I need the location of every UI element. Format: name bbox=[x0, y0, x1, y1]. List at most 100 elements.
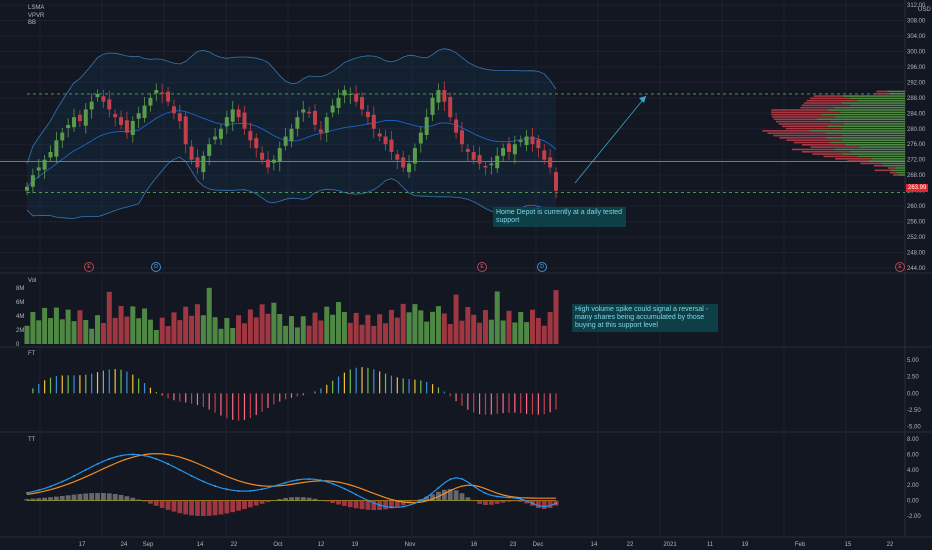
volume-bar[interactable] bbox=[312, 312, 318, 344]
tt-histogram-bar[interactable] bbox=[353, 500, 359, 509]
tt-histogram-bar[interactable] bbox=[106, 493, 112, 501]
volume-bar[interactable] bbox=[500, 320, 506, 344]
volume-bar[interactable] bbox=[277, 314, 283, 344]
candle[interactable] bbox=[395, 154, 400, 160]
candle[interactable] bbox=[518, 140, 523, 142]
tt-histogram-bar[interactable] bbox=[142, 500, 147, 502]
tt-histogram-bar[interactable] bbox=[465, 497, 471, 501]
volume-bar[interactable] bbox=[347, 322, 353, 344]
volume-bar[interactable] bbox=[424, 321, 430, 344]
volume-bar[interactable] bbox=[71, 321, 77, 344]
candle[interactable] bbox=[260, 152, 265, 160]
volume-bar[interactable] bbox=[330, 314, 336, 344]
candle[interactable] bbox=[289, 128, 294, 142]
tt-histogram-bar[interactable] bbox=[488, 500, 494, 505]
candle[interactable] bbox=[371, 114, 376, 129]
volume-bar[interactable] bbox=[147, 319, 153, 344]
candle[interactable] bbox=[301, 109, 306, 113]
volume-bar[interactable] bbox=[435, 306, 441, 344]
volume-bar[interactable] bbox=[324, 306, 330, 344]
volume-bar[interactable] bbox=[388, 309, 394, 344]
volume-bar[interactable] bbox=[512, 322, 518, 344]
tt-histogram-bar[interactable] bbox=[259, 500, 265, 504]
tt-histogram-bar[interactable] bbox=[253, 500, 259, 506]
tt-histogram-bar[interactable] bbox=[48, 497, 53, 501]
candle[interactable] bbox=[436, 90, 441, 103]
candle[interactable] bbox=[154, 90, 159, 94]
dividend-badge[interactable]: D bbox=[151, 262, 161, 272]
candle[interactable] bbox=[407, 163, 412, 173]
tt-histogram-bar[interactable] bbox=[394, 500, 400, 507]
candle[interactable] bbox=[283, 136, 288, 146]
tt-signal-line[interactable] bbox=[26, 453, 556, 504]
tt-histogram-bar[interactable] bbox=[277, 499, 283, 501]
tt-histogram-bar[interactable] bbox=[224, 500, 230, 514]
volume-bar[interactable] bbox=[430, 311, 436, 344]
tt-macd-line[interactable] bbox=[26, 453, 557, 508]
tt-histogram-bar[interactable] bbox=[330, 500, 336, 503]
candle[interactable] bbox=[324, 117, 329, 133]
tt-histogram-bar[interactable] bbox=[30, 498, 36, 501]
candle[interactable] bbox=[54, 140, 59, 157]
tt-histogram-bar[interactable] bbox=[136, 499, 142, 501]
volume-bar[interactable] bbox=[371, 325, 377, 344]
volume-bar[interactable] bbox=[59, 319, 65, 344]
volume-bar[interactable] bbox=[412, 304, 418, 344]
tt-histogram-bar[interactable] bbox=[77, 494, 83, 501]
volume-bar[interactable] bbox=[247, 309, 253, 344]
candle[interactable] bbox=[495, 155, 500, 169]
tt-histogram-bar[interactable] bbox=[441, 489, 447, 501]
volume-bar[interactable] bbox=[318, 320, 324, 344]
volume-bar[interactable] bbox=[506, 310, 512, 344]
tt-histogram-bar[interactable] bbox=[53, 496, 59, 501]
volume-bar[interactable] bbox=[341, 311, 347, 344]
volume-bar[interactable] bbox=[406, 312, 412, 344]
tt-histogram-bar[interactable] bbox=[389, 500, 394, 509]
candle[interactable] bbox=[60, 132, 65, 141]
candle[interactable] bbox=[107, 99, 112, 110]
volume-bar[interactable] bbox=[42, 307, 48, 344]
tt-histogram-bar[interactable] bbox=[459, 493, 465, 501]
tt-histogram-bar[interactable] bbox=[101, 493, 106, 501]
candle[interactable] bbox=[512, 144, 517, 155]
volume-bar[interactable] bbox=[441, 313, 447, 344]
tt-histogram-bar[interactable] bbox=[171, 500, 177, 512]
bollinger-upper-band[interactable] bbox=[26, 48, 557, 164]
candle[interactable] bbox=[36, 167, 41, 171]
tt-histogram-bar[interactable] bbox=[118, 494, 124, 501]
volume-bar[interactable] bbox=[253, 317, 259, 344]
candle[interactable] bbox=[401, 157, 406, 168]
volume-bar[interactable] bbox=[183, 306, 189, 344]
tt-histogram-bar[interactable] bbox=[289, 497, 294, 501]
tt-histogram-bar[interactable] bbox=[506, 500, 512, 502]
tt-histogram-bar[interactable] bbox=[65, 495, 71, 501]
tt-histogram-bar[interactable] bbox=[189, 500, 194, 516]
projection-arrow[interactable] bbox=[574, 95, 647, 184]
candle[interactable] bbox=[465, 148, 470, 152]
tt-histogram-bar[interactable] bbox=[130, 497, 136, 501]
tt-histogram-bar[interactable] bbox=[512, 500, 518, 502]
tt-histogram-bar[interactable] bbox=[95, 492, 100, 501]
candle[interactable] bbox=[83, 109, 88, 126]
candle[interactable] bbox=[195, 157, 200, 168]
legend-lsma[interactable]: LSMA bbox=[28, 5, 45, 11]
volume-bar[interactable] bbox=[100, 322, 106, 344]
tt-histogram-bar[interactable] bbox=[336, 500, 341, 505]
candle[interactable] bbox=[536, 139, 541, 149]
tt-histogram-bar[interactable] bbox=[430, 494, 435, 501]
earnings-badge[interactable]: E bbox=[477, 262, 487, 272]
volume-bar[interactable] bbox=[30, 312, 36, 344]
volume-bar[interactable] bbox=[377, 314, 383, 344]
tt-histogram-bar[interactable] bbox=[365, 500, 371, 510]
candle[interactable] bbox=[354, 93, 359, 102]
candle[interactable] bbox=[166, 91, 171, 102]
tt-histogram-bar[interactable] bbox=[242, 500, 247, 510]
tt-histogram-bar[interactable] bbox=[294, 497, 300, 501]
tt-histogram-bar[interactable] bbox=[424, 496, 430, 501]
tt-histogram-bar[interactable] bbox=[212, 500, 218, 516]
candle[interactable] bbox=[271, 159, 276, 163]
volume-bar[interactable] bbox=[153, 329, 159, 344]
legend-vpvr[interactable]: VPVR bbox=[28, 12, 45, 19]
tt-histogram-bar[interactable] bbox=[400, 500, 406, 506]
